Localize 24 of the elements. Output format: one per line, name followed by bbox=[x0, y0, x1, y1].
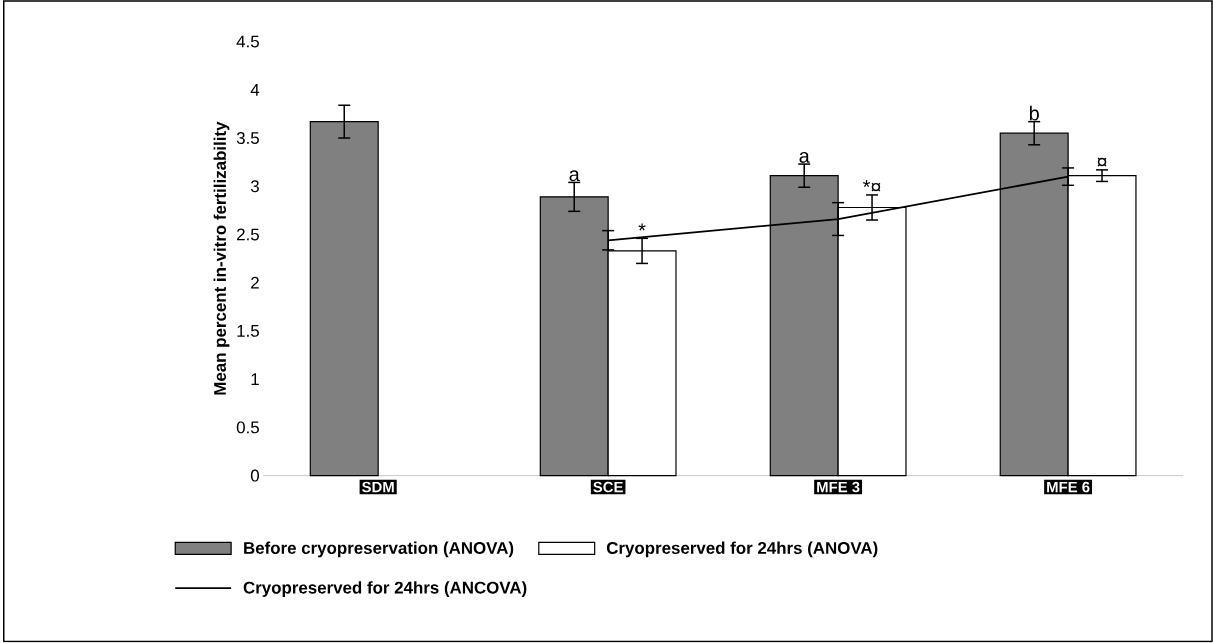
annotation: a bbox=[569, 170, 580, 182]
y-tick-label: 2.5 bbox=[237, 228, 259, 241]
y-tick-label: 0.5 bbox=[236, 421, 259, 434]
legend-label: Cryopreserved for 24hrs (ANOVA) bbox=[606, 541, 878, 558]
y-tick-label: 3.5 bbox=[236, 132, 259, 145]
annotation: a bbox=[799, 152, 810, 164]
annotation: *¤ bbox=[862, 180, 881, 192]
legend-label: Cryopreserved for 24hrs (ANCOVA) bbox=[243, 581, 527, 598]
y-axis-title: Mean percent in-vitro fertilizability bbox=[213, 121, 230, 395]
y-tick-label: 1 bbox=[251, 373, 259, 386]
x-tick-label: MFE 3 bbox=[817, 482, 860, 493]
y-tick-label: 3 bbox=[250, 180, 259, 193]
annotation: ¤ bbox=[1097, 157, 1107, 167]
y-tick-label: 0 bbox=[250, 469, 260, 482]
annotation: * bbox=[638, 223, 646, 231]
x-tick-label: SDM bbox=[362, 482, 394, 493]
legend-label: Before cryopreservation (ANOVA) bbox=[244, 541, 514, 558]
x-tick-label: MFE 6 bbox=[1047, 482, 1090, 493]
y-tick-label: 2 bbox=[251, 277, 259, 289]
x-tick-label: SCE bbox=[593, 482, 623, 493]
y-tick-label: 4.5 bbox=[236, 35, 259, 48]
y-tick-label: 4 bbox=[250, 84, 260, 96]
annotation: b bbox=[1029, 106, 1039, 121]
y-tick-label: 1.5 bbox=[237, 325, 259, 338]
